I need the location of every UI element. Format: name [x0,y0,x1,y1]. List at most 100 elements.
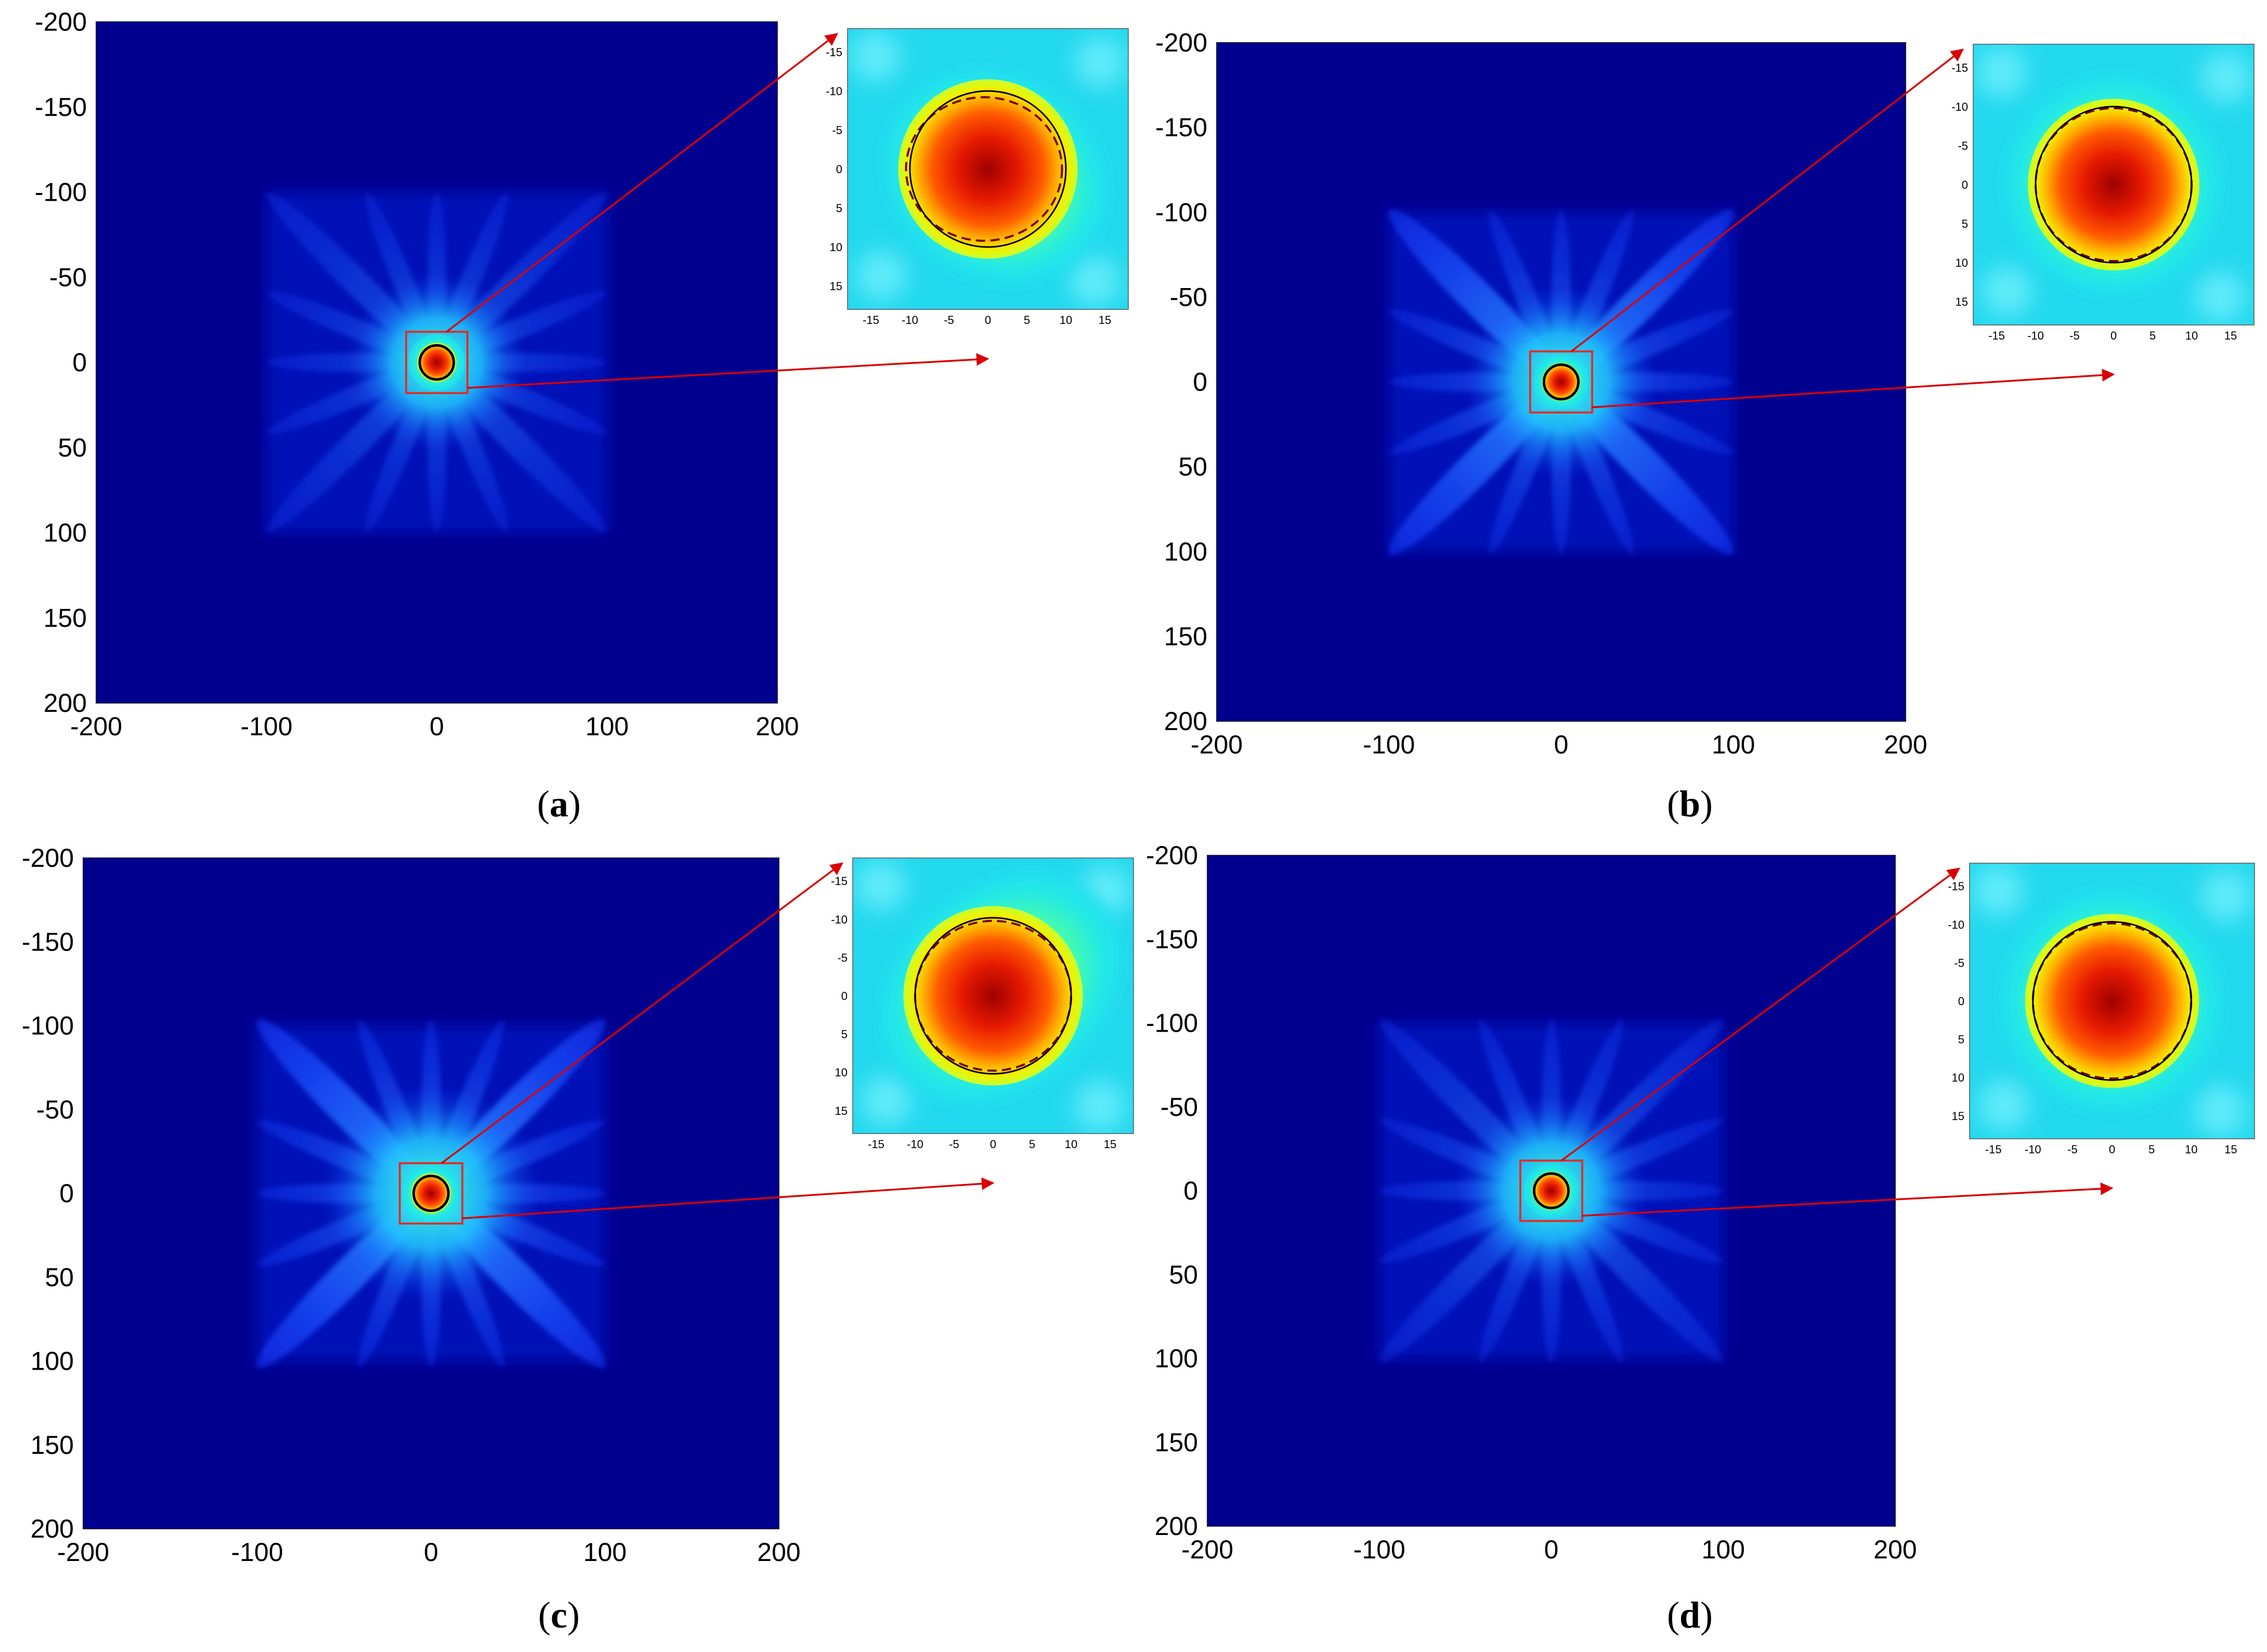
inset-corner-blob [850,31,901,82]
inset-x-tick-label: 0 [990,1138,996,1151]
inset-c: -15 -15 -10 -10 -5 -5 0 0 5 5 10 10 15 15 [831,857,1134,1151]
inset-x-tick-label: -10 [907,1138,923,1151]
inset-y-tick-label: -5 [1954,956,1964,969]
y-tick-label: 150 [1164,622,1207,651]
inset-y-tick-label: 10 [1952,1071,1964,1084]
zoom-arrow-top [1571,48,1964,353]
inset-corner-blob [856,250,907,301]
inset-texture [855,860,1131,1131]
inset-corner-blob [1978,1080,2030,1131]
x-tick-label: 200 [1884,730,1927,759]
y-tick-label: -100 [1155,198,1207,227]
inset-d: -15 -15 -10 -10 -5 -5 0 0 5 5 10 10 15 15 [1948,863,2255,1156]
x-tick-label: 200 [755,712,799,741]
inset-x-tick-label: -5 [949,1138,959,1151]
inset-estimated-circle [905,96,1063,242]
x-tick-label: -100 [1353,1535,1405,1564]
caption-close-paren: ) [568,783,581,825]
y-tick-label: 50 [58,433,87,462]
caption-close-paren: ) [1700,1594,1713,1636]
inset-field [1973,44,2254,325]
inset-corner-blob [1075,37,1126,88]
inset-texture [1976,47,2251,322]
inset-x-tick-label: 10 [2185,329,2198,342]
inset-texture [1972,865,2252,1137]
inset-true-circle [2032,921,2192,1081]
inset-y-tick-label: -15 [1951,61,1968,74]
y-tick-label: 100 [1164,537,1207,566]
inset-y-tick-label: 5 [841,1028,848,1041]
y-tick-label: 200 [31,1514,74,1543]
y-tick-label: -50 [1161,1092,1198,1122]
inset-x-tick-label: -5 [2069,329,2080,342]
inset-hot-spot [2028,99,2199,270]
inset-hot-spot [2025,914,2199,1088]
main-axes-frame [1216,42,1906,722]
panel-d: -200 -100 0 100 200-200-150-100-500501001502… [1146,841,2255,1636]
inset-hot-spot [903,906,1083,1086]
caption-open-paren: ( [538,1594,551,1636]
y-tick-label: 200 [1155,1512,1198,1541]
inset-corner-blob [1069,256,1120,307]
inset-field [1970,863,2255,1139]
inset-field [848,29,1128,309]
inset-x-tick-label: 5 [1029,1138,1035,1151]
inset-corner-blob [1972,865,2024,917]
main-hot-spot [417,343,457,382]
inset-y-tick-label: -10 [831,913,848,926]
x-tick-label: 100 [585,712,629,741]
inset-x-tick-label: 15 [2224,329,2237,342]
inset-x-tick-label: 0 [2109,1143,2115,1156]
caption-letter: d [1679,1594,1700,1636]
zoom-arrow-top [441,862,843,1164]
inset-x-tick-label: 0 [985,314,991,327]
y-tick-label: -100 [22,1011,74,1040]
inset-x-tick-label: -15 [1988,329,2005,342]
y-tick-label: 150 [44,603,87,632]
inset-corner-blob [861,1075,912,1126]
inset-corner-blob [1982,266,2033,317]
x-tick-label: 0 [1554,730,1569,759]
main-hot-spot [1542,363,1580,401]
x-tick-label: 200 [1873,1535,1917,1564]
y-tick-label: -200 [1146,841,1198,870]
x-tick-label: -200 [1181,1535,1233,1564]
y-tick-label: 0 [1193,368,1207,397]
inset-corner-blob [855,860,906,911]
inset-x-tick-label: -15 [868,1138,884,1151]
inset-x-tick-label: -10 [2025,1143,2041,1156]
zoom-box [1519,1159,1584,1222]
y-tick-label: -100 [35,178,87,207]
main-true-circle [412,1175,450,1212]
caption-open-paren: ( [1667,1594,1679,1636]
panel-a: -200 -100 0 100 200-200-150-100-500501001502… [35,7,1129,825]
y-tick-label: -150 [1146,925,1198,954]
x-tick-label: 100 [1702,1535,1745,1564]
inset-y-tick-label: -10 [826,85,842,98]
inset-x-tick-label: -5 [944,314,954,327]
inset-y-tick-label: -15 [826,46,842,59]
heatmap-field [1388,209,1735,555]
inset-corner-blob [2200,870,2252,922]
inset-b: -15 -15 -10 -10 -5 -5 0 0 5 5 10 10 15 15 [1951,44,2255,342]
main-true-circle [1532,1172,1570,1209]
inset-axes-frame [1969,863,2255,1139]
inset-y-tick-label: -10 [1951,100,1968,113]
inset-hot-spot [898,79,1078,259]
inset-x-tick-label: -10 [902,314,918,327]
zoom-arrow-bottom [1592,369,2115,408]
y-tick-label: 50 [1169,1260,1198,1289]
inset-y-tick-label: -15 [831,875,848,888]
inset-a: -15 -15 -10 -10 -5 -5 0 0 5 5 10 10 15 15 [826,28,1129,327]
x-tick-label: -100 [1363,730,1415,759]
inset-x-tick-label: 5 [2149,329,2156,342]
inset-y-tick-label: -5 [1958,139,1968,152]
y-tick-label: -150 [1155,113,1207,142]
inset-corner-blob [1074,1081,1125,1131]
inset-axes-frame [852,857,1134,1134]
inset-true-circle [909,90,1067,248]
y-tick-label: -100 [1146,1009,1198,1038]
inset-y-tick-label: 0 [1958,995,1964,1008]
inset-axes-frame [847,28,1129,310]
inset-y-tick-label: -15 [1948,880,1964,893]
